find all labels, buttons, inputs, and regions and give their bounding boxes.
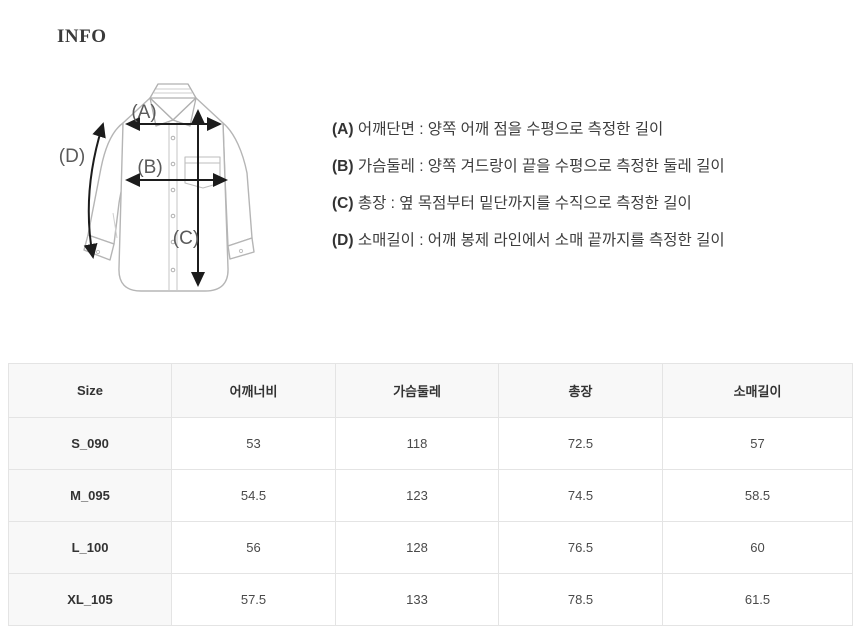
header-size: Size <box>8 363 172 418</box>
description-text-b: 가슴둘레 : 양쪽 겨드랑이 끝을 수평으로 측정한 둘레 길이 <box>357 158 725 175</box>
cell-shoulder: 56 <box>171 521 336 574</box>
description-text-a: 어깨단면 : 양쪽 어깨 점을 수평으로 측정한 길이 <box>357 121 664 138</box>
diagram-label-b: (B) <box>137 157 162 178</box>
description-text-d: 소매길이 : 어깨 봉제 라인에서 소매 끝까지를 측정한 길이 <box>357 232 725 249</box>
description-line-c: (C) 총장 : 옆 목점부터 밑단까지를 수직으로 측정한 길이 <box>332 185 832 222</box>
table-row: M_095 54.5 123 74.5 58.5 <box>8 469 853 522</box>
cell-chest: 123 <box>335 469 499 522</box>
page-title: INFO <box>57 26 107 47</box>
row-size-label: S_090 <box>8 417 172 470</box>
diagram-label-c: (C) <box>173 228 199 249</box>
header-sleeve-length: 소매길이 <box>662 363 853 418</box>
description-line-b: (B) 가슴둘레 : 양쪽 겨드랑이 끝을 수평으로 측정한 둘레 길이 <box>332 148 832 185</box>
size-table: Size 어깨너비 가슴둘레 총장 소매길이 S_090 53 118 72.5… <box>8 363 853 626</box>
row-size-label: M_095 <box>8 469 172 522</box>
shirt-measurement-diagram-icon: (A) (B) (C) (D) <box>59 83 255 292</box>
description-line-d: (D) 소매길이 : 어깨 봉제 라인에서 소매 끝까지를 측정한 길이 <box>332 222 832 259</box>
cell-sleeve: 60 <box>662 521 853 574</box>
cell-shoulder: 57.5 <box>171 573 336 626</box>
shirt-collar <box>149 83 197 127</box>
table-row: XL_105 57.5 133 78.5 61.5 <box>8 573 853 626</box>
cell-sleeve: 57 <box>662 417 853 470</box>
shirt-placket <box>168 120 178 290</box>
header-shoulder-width: 어깨너비 <box>171 363 336 418</box>
measurement-arrows <box>83 109 228 287</box>
description-prefix-a: (A) <box>332 121 354 138</box>
description-prefix-c: (C) <box>332 195 354 212</box>
header-total-length: 총장 <box>498 363 663 418</box>
size-table-header-row: Size 어깨너비 가슴둘레 총장 소매길이 <box>8 363 853 418</box>
table-row: S_090 53 118 72.5 57 <box>8 417 853 470</box>
diagram-label-d: (D) <box>59 146 85 167</box>
description-prefix-d: (D) <box>332 232 354 249</box>
cell-sleeve: 61.5 <box>662 573 853 626</box>
cell-length: 78.5 <box>498 573 663 626</box>
diagram-label-a: (A) <box>131 102 156 123</box>
table-row: L_100 56 128 76.5 60 <box>8 521 853 574</box>
cell-length: 76.5 <box>498 521 663 574</box>
row-size-label: L_100 <box>8 521 172 574</box>
cell-chest: 118 <box>335 417 499 470</box>
cell-sleeve: 58.5 <box>662 469 853 522</box>
shirt-body <box>118 97 229 292</box>
row-size-label: XL_105 <box>8 573 172 626</box>
cell-shoulder: 54.5 <box>171 469 336 522</box>
description-text-c: 총장 : 옆 목점부터 밑단까지를 수직으로 측정한 길이 <box>357 195 692 212</box>
header-chest: 가슴둘레 <box>335 363 499 418</box>
cell-chest: 133 <box>335 573 499 626</box>
arrow-sleeve-d <box>83 122 106 259</box>
description-line-a: (A) 어깨단면 : 양쪽 어깨 점을 수평으로 측정한 길이 <box>332 111 832 148</box>
cell-length: 72.5 <box>498 417 663 470</box>
description-prefix-b: (B) <box>332 158 354 175</box>
cell-length: 74.5 <box>498 469 663 522</box>
measurement-descriptions: (A) 어깨단면 : 양쪽 어깨 점을 수평으로 측정한 길이 (B) 가슴둘레… <box>332 111 832 259</box>
cell-chest: 128 <box>335 521 499 574</box>
cell-shoulder: 53 <box>171 417 336 470</box>
shirt-pocket <box>184 156 221 189</box>
